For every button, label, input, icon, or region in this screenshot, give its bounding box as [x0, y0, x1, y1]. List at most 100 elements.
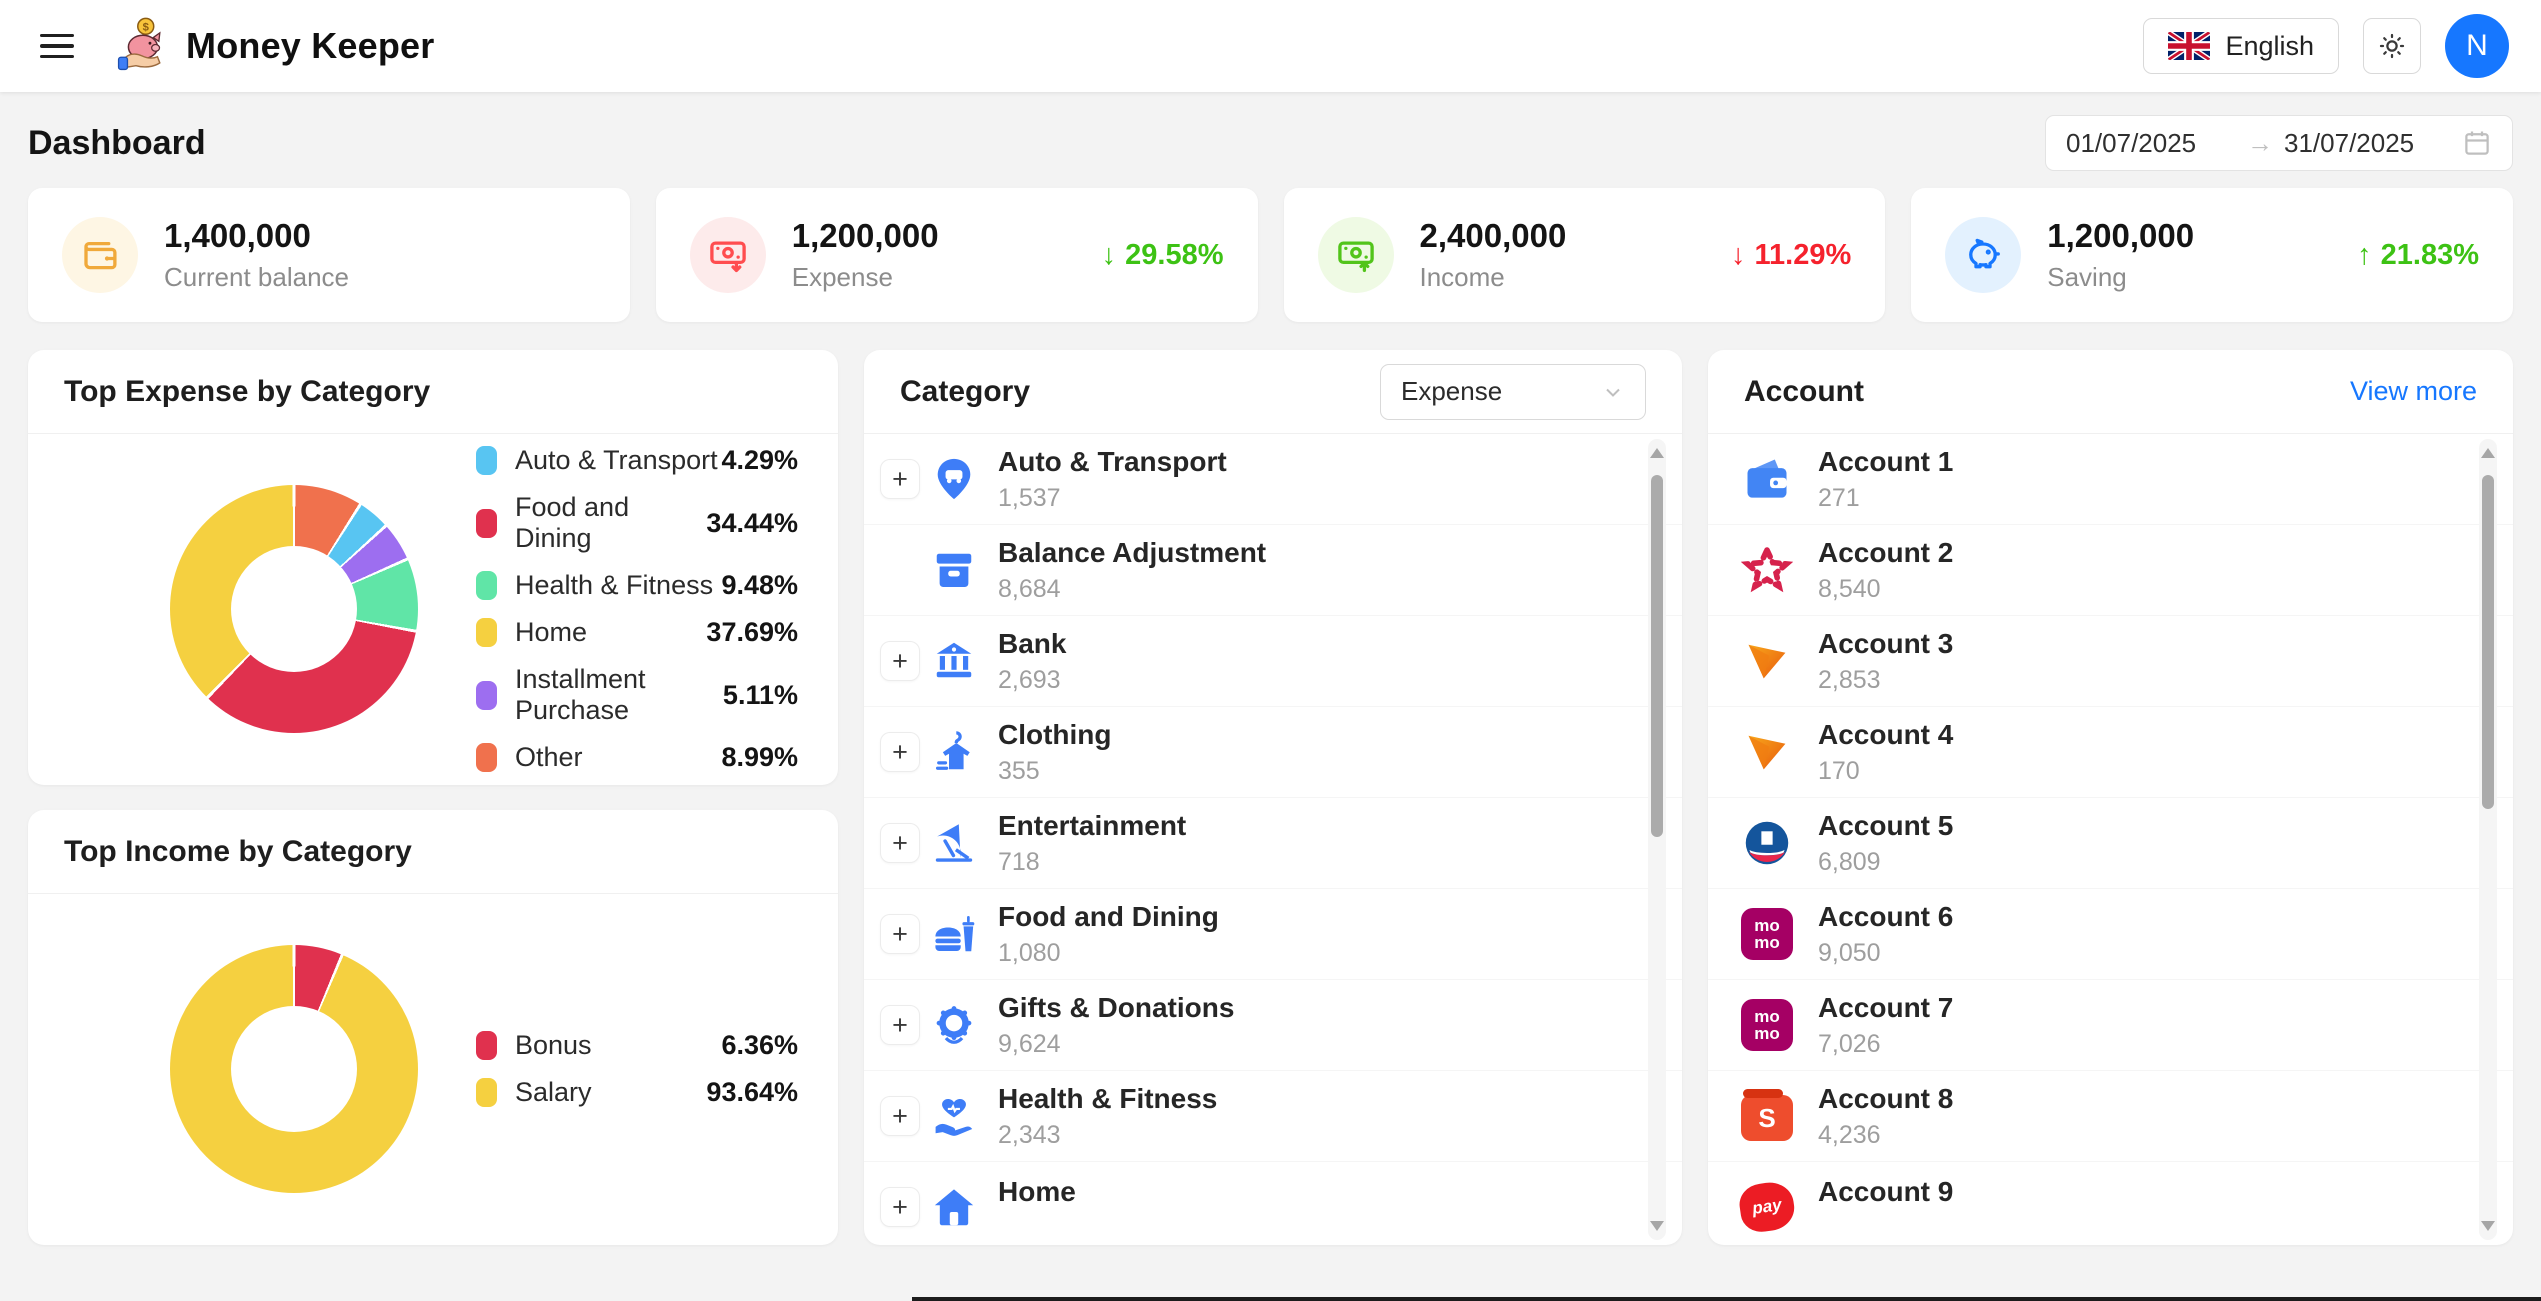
red-star-bank-logo-icon: [1740, 543, 1794, 597]
expense-money-out-icon: [689, 217, 766, 293]
language-selector-button[interactable]: English: [2143, 18, 2339, 74]
expense-value: 1,200,000: [791, 217, 939, 255]
current-balance-value: 1,400,000: [164, 217, 311, 255]
top-income-title: Top Income by Category: [64, 834, 412, 868]
expense-legend: Auto & Transport 4.29% Food and Dining 3…: [476, 445, 798, 773]
orange-triangle-bank-logo-icon: [1740, 634, 1794, 688]
account-panel: Account View more Account 1 271 Account 2…: [1708, 350, 2513, 1245]
category-scrollbar[interactable]: [1648, 439, 1666, 1240]
account-row-9[interactable]: pay Account 9: [1708, 1162, 2513, 1245]
category-row-food-dining[interactable]: + Food and Dining 1,080: [864, 889, 1682, 980]
expand-button[interactable]: +: [880, 641, 920, 681]
legend-item: Bonus 6.36%: [476, 1030, 798, 1061]
income-card: 2,400,000 Income ↓ 11.29%: [1283, 188, 1886, 322]
income-value: 2,400,000: [1419, 217, 1567, 255]
svg-text:$: $: [143, 22, 150, 34]
top-income-panel: Top Income by Category Bonus 6.36%: [28, 810, 838, 1245]
scroll-down-arrow-icon[interactable]: [1650, 1221, 1664, 1231]
calendar-icon[interactable]: [2462, 128, 2492, 158]
theme-toggle-button[interactable]: [2363, 18, 2421, 74]
income-money-in-icon: [1317, 217, 1394, 293]
app-logo-piggy-bank-icon: $: [117, 17, 161, 71]
expand-button[interactable]: +: [880, 1005, 920, 1045]
account-row-7[interactable]: mo mo Account 7 7,026: [1708, 980, 2513, 1071]
bank-icon: [930, 637, 978, 685]
scroll-up-arrow-icon[interactable]: [1650, 448, 1664, 458]
blue-circle-bank-logo-icon: [1740, 816, 1794, 870]
date-from-value[interactable]: 01/07/2025: [2066, 127, 2197, 158]
category-row-home[interactable]: + Home: [864, 1162, 1682, 1245]
account-title: Account: [1744, 374, 1864, 408]
category-row-clothing[interactable]: + Clothing 355: [864, 707, 1682, 798]
screen-edge-strip: [912, 1297, 2541, 1301]
scrollbar-thumb[interactable]: [2482, 475, 2494, 809]
saving-label: Saving: [2047, 261, 2127, 292]
orange-triangle-bank-logo-icon: [1740, 725, 1794, 779]
momo-wallet-logo-icon: mo mo: [1740, 907, 1794, 961]
category-row-gifts-donations[interactable]: + Gifts & Donations 9,624: [864, 980, 1682, 1071]
expand-button[interactable]: +: [880, 823, 920, 863]
account-row-6[interactable]: mo mo Account 6 9,050: [1708, 889, 2513, 980]
arrow-down-icon: ↓: [1730, 238, 1746, 271]
app-title: Money Keeper: [186, 25, 435, 66]
saving-delta: ↑ 21.83%: [2357, 238, 2479, 271]
language-label: English: [2225, 30, 2314, 61]
category-row-auto-transport[interactable]: + Auto & Transport 1,537: [864, 434, 1682, 525]
home-icon: [930, 1183, 978, 1231]
account-scrollbar[interactable]: [2479, 439, 2497, 1240]
expand-button[interactable]: +: [880, 732, 920, 772]
arrow-up-icon: ↑: [2357, 238, 2372, 271]
avatar-initial: N: [2466, 29, 2488, 62]
momo-wallet-logo-icon: mo mo: [1740, 998, 1794, 1052]
legend-item: Other 8.99%: [476, 742, 798, 773]
scroll-down-arrow-icon[interactable]: [2481, 1221, 2495, 1231]
date-range-picker[interactable]: 01/07/2025 → 31/07/2025: [2045, 115, 2513, 171]
expand-button[interactable]: +: [880, 1187, 920, 1227]
expand-button[interactable]: +: [880, 1096, 920, 1136]
date-to-value[interactable]: 31/07/2025: [2284, 127, 2415, 158]
balance-adjustment-icon: [930, 546, 978, 594]
account-row-2[interactable]: Account 2 8,540: [1708, 525, 2513, 616]
wallet-account-icon: [1740, 452, 1794, 506]
wallet-icon: [62, 217, 138, 293]
piggy-bank-icon: [1945, 217, 2022, 293]
legend-item: Salary 93.64%: [476, 1077, 798, 1108]
category-row-health-fitness[interactable]: + Health & Fitness 2,343: [864, 1071, 1682, 1162]
sun-icon: [2379, 33, 2405, 59]
expense-delta: ↓ 29.58%: [1101, 238, 1224, 271]
income-donut-chart: [170, 945, 418, 1193]
scrollbar-thumb[interactable]: [1651, 475, 1663, 837]
viettelpay-wallet-logo-icon: pay: [1736, 1179, 1798, 1235]
legend-item: Food and Dining 34.44%: [476, 492, 798, 554]
uk-flag-icon: [2168, 32, 2211, 60]
account-row-5[interactable]: Account 5 6,809: [1708, 798, 2513, 889]
legend-item: Health & Fitness 9.48%: [476, 570, 798, 601]
view-more-link[interactable]: View more: [2349, 376, 2477, 406]
expense-card: 1,200,000 Expense ↓ 29.58%: [655, 188, 1258, 322]
expense-donut-chart: [170, 485, 418, 733]
user-avatar[interactable]: N: [2445, 14, 2509, 78]
income-label: Income: [1419, 261, 1505, 292]
expand-button[interactable]: +: [880, 459, 920, 499]
food-dining-icon: [930, 910, 978, 958]
legend-item: Home 37.69%: [476, 617, 798, 648]
category-type-select[interactable]: Expense: [1380, 363, 1646, 420]
category-row-bank[interactable]: + Bank 2,693: [864, 616, 1682, 707]
entertainment-icon: [930, 819, 978, 867]
auto-transport-icon: [930, 455, 978, 503]
account-row-4[interactable]: Account 4 170: [1708, 707, 2513, 798]
expand-button[interactable]: +: [880, 914, 920, 954]
account-row-8[interactable]: S Account 8 4,236: [1708, 1071, 2513, 1162]
scroll-up-arrow-icon[interactable]: [2481, 448, 2495, 458]
account-list: Account 1 271 Account 2 8,540 Account 3 2,8…: [1708, 434, 2513, 1245]
category-row-entertainment[interactable]: + Entertainment 718: [864, 798, 1682, 889]
menu-hamburger-icon[interactable]: [40, 33, 74, 59]
date-range-arrow: →: [2247, 127, 2273, 158]
category-panel: Category Expense + Auto & Transport 1,537: [864, 350, 1682, 1245]
page-title: Dashboard: [28, 123, 206, 162]
category-type-value: Expense: [1401, 376, 1503, 406]
account-row-3[interactable]: Account 3 2,853: [1708, 616, 2513, 707]
account-row-1[interactable]: Account 1 271: [1708, 434, 2513, 525]
